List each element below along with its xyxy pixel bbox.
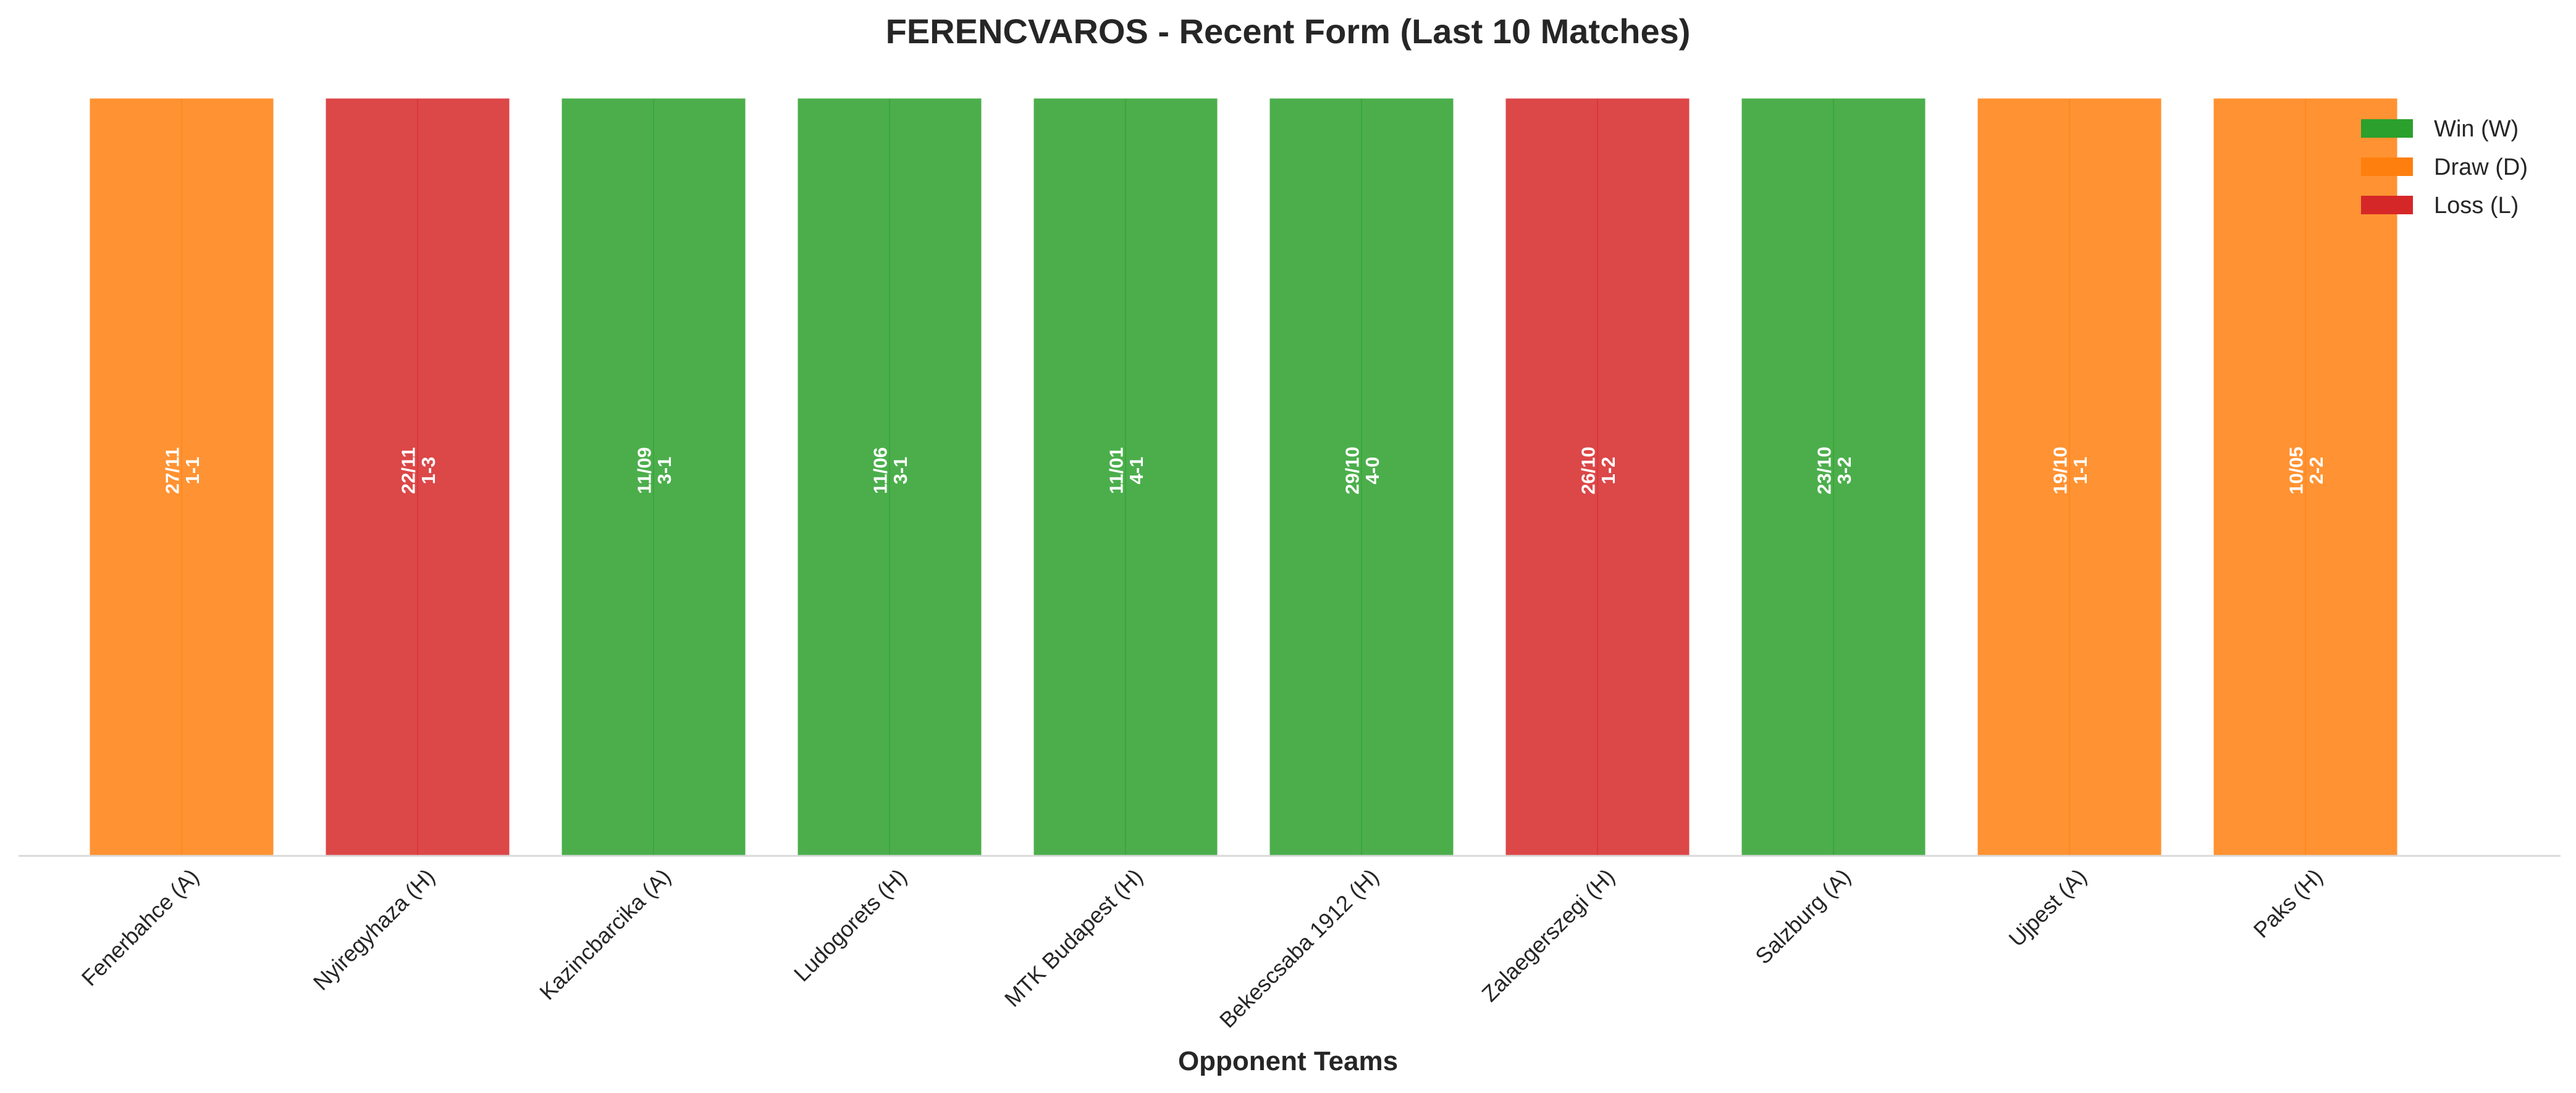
bar-group: 22/111-3 — [324, 96, 511, 857]
bar-score-label: 1-1 — [2069, 457, 2091, 485]
bar-score-label: 1-2 — [1597, 457, 1619, 485]
bar-score-label: 2-2 — [2305, 457, 2327, 485]
bar-score-label: 3-1 — [890, 457, 911, 485]
bar-group: 23/103-2 — [1740, 96, 1927, 857]
bar-data-label: 10/052-2 — [2285, 446, 2327, 495]
bar-group: 10/052-2 — [2212, 96, 2399, 857]
bar-group: 29/104-0 — [1268, 96, 1455, 857]
bar-score-label: 3-1 — [654, 457, 675, 485]
chart-title: FERENCVAROS - Recent Form (Last 10 Match… — [886, 12, 1691, 51]
x-tick-label: Kazincbarcika (A) — [534, 864, 675, 1005]
x-tick-label: Fenerbahce (A) — [77, 864, 204, 991]
x-tick-label: Zalaegerszegi (H) — [1476, 864, 1619, 1007]
bar-data-label: 22/111-3 — [397, 447, 439, 494]
x-tick-label: Bekescsaba 1912 (H) — [1214, 864, 1384, 1033]
bar-date-label: 11/06 — [869, 447, 891, 494]
bar-data-label: 26/101-2 — [1577, 446, 1619, 495]
bar-group: 11/063-1 — [796, 96, 983, 857]
bars-layer: 27/111-1 22/111-3 11/093-1 11/063-1 11/014-1… — [88, 96, 2399, 857]
x-tick-label: Salzburg (A) — [1750, 864, 1855, 969]
x-tick-label: Ludogorets (H) — [789, 864, 912, 987]
bar-data-label: 27/111-1 — [161, 447, 203, 494]
bar-group: 11/093-1 — [560, 96, 747, 857]
bar-group: 11/014-1 — [1032, 96, 1219, 857]
bar-date-label: 19/10 — [2049, 446, 2071, 495]
x-tick-label: Ujpest (A) — [2004, 864, 2092, 952]
bar-date-label: 11/01 — [1105, 447, 1127, 494]
bar-date-label: 26/10 — [1577, 446, 1599, 495]
bar-group: 27/111-1 — [88, 96, 276, 857]
bar-date-label: 23/10 — [1813, 446, 1835, 495]
legend-swatch — [2361, 196, 2413, 214]
bar-date-label: 29/10 — [1341, 446, 1363, 495]
bar-date-label: 10/05 — [2285, 446, 2307, 495]
bar-group: 19/101-1 — [1976, 96, 2163, 857]
bar-data-label: 11/014-1 — [1105, 447, 1147, 494]
legend-item: Win (W) — [2361, 116, 2519, 142]
bar-score-label: 4-0 — [1362, 457, 1383, 485]
x-tick-labels: Fenerbahce (A) Nyiregyhaza (H) Kazincbarci… — [77, 864, 2328, 1033]
bar-data-label: 11/093-1 — [633, 447, 675, 494]
bar-score-label: 3-2 — [1833, 457, 1855, 485]
x-tick-label: Nyiregyhaza (H) — [308, 864, 440, 995]
legend-label: Loss (L) — [2434, 193, 2519, 219]
bar-group: 26/101-2 — [1504, 96, 1691, 857]
x-tick-label: MTK Budapest (H) — [1000, 864, 1148, 1012]
x-axis-label: Opponent Teams — [1178, 1046, 1398, 1076]
bar-score-label: 1-3 — [418, 457, 439, 485]
legend-item: Draw (D) — [2361, 154, 2528, 180]
legend-swatch — [2361, 119, 2413, 138]
legend-label: Draw (D) — [2434, 154, 2528, 180]
bar-data-label: 11/063-1 — [869, 447, 911, 494]
x-tick-label: Paks (H) — [2249, 864, 2328, 943]
bar-data-label: 19/101-1 — [2049, 446, 2091, 495]
legend-label: Win (W) — [2434, 116, 2519, 142]
bar-data-label: 23/103-2 — [1813, 446, 1855, 495]
legend: Win (W) Draw (D) Loss (L) — [2361, 116, 2528, 219]
bar-date-label: 11/09 — [633, 447, 655, 494]
bar-date-label: 22/11 — [397, 447, 419, 494]
legend-item: Loss (L) — [2361, 193, 2519, 219]
bar-data-label: 29/104-0 — [1341, 446, 1383, 495]
bar-score-label: 4-1 — [1126, 457, 1147, 485]
bar-score-label: 1-1 — [182, 457, 203, 485]
legend-swatch — [2361, 157, 2413, 176]
bar-date-label: 27/11 — [161, 447, 183, 494]
